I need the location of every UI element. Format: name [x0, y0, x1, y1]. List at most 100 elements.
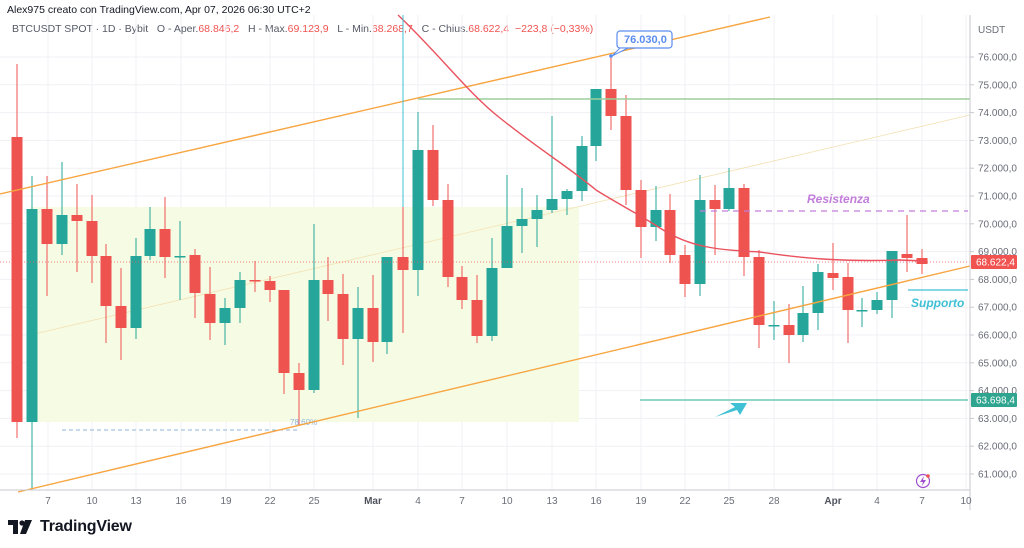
candle — [620, 95, 632, 205]
time-axis[interactable]: 7 10 13 16 19 22 25 Mar 4 7 10 13 16 19 22 25 28 Apr 4 7 10 — [45, 496, 972, 507]
candle — [456, 266, 468, 309]
candle — [427, 125, 439, 206]
time-tick-label: 16 — [175, 496, 187, 507]
price-tick-label: 65.000,0 — [978, 358, 1017, 369]
peak-label: 76.030,0 — [624, 34, 667, 46]
candle — [723, 168, 735, 211]
candle — [531, 195, 543, 247]
time-tick-label: 10 — [960, 496, 972, 507]
change-value: −223,8 (−0,33%) — [514, 23, 594, 35]
candle — [561, 189, 573, 215]
symbol-info[interactable]: BTCUSDT SPOT · 1D · Bybit — [12, 23, 149, 35]
candle — [234, 272, 246, 323]
candle — [144, 207, 156, 260]
price-tick-label: 61.000,0 — [978, 470, 1017, 481]
candle — [546, 116, 558, 213]
candle — [71, 184, 83, 272]
candle — [516, 188, 528, 253]
time-tick-label: 7 — [919, 496, 925, 507]
candle — [264, 276, 276, 302]
candle — [783, 304, 795, 363]
time-tick-label: 25 — [723, 496, 735, 507]
candle — [56, 162, 68, 255]
candle — [381, 257, 393, 354]
time-tick-label: Apr — [824, 496, 841, 507]
candle — [86, 195, 98, 283]
price-tick-label: 75.000,0 — [978, 80, 1017, 91]
price-tick-label: 68.000,0 — [978, 275, 1017, 286]
candle — [115, 268, 127, 360]
tradingview-logo-text: TradingView — [40, 518, 132, 535]
low-label: L - Min. — [337, 23, 372, 35]
time-tick-label: 4 — [415, 496, 421, 507]
time-tick-label: 19 — [220, 496, 232, 507]
time-tick-label: 10 — [501, 496, 513, 507]
time-tick-label: 16 — [590, 496, 602, 507]
price-tick-label: 63.000,0 — [978, 414, 1017, 425]
currency-label: USDT — [978, 25, 1005, 36]
open-label: O - Aper. — [156, 23, 199, 35]
fib-label: 78.60% — [290, 418, 317, 427]
resistance-label: Resistenza — [807, 192, 870, 206]
candle — [797, 286, 809, 342]
price-tick-label: 73.000,0 — [978, 136, 1017, 147]
candle — [26, 176, 38, 490]
level-price-badge: 63.698,4 — [971, 393, 1017, 407]
price-tick-label: 69.000,0 — [978, 247, 1017, 258]
candle — [856, 298, 868, 327]
candle — [352, 287, 364, 418]
candle — [412, 112, 424, 296]
candle — [768, 301, 780, 340]
price-tick-label: 70.000,0 — [978, 219, 1017, 230]
price-tick-label: 66.000,0 — [978, 331, 1017, 342]
time-tick-label: 10 — [86, 496, 98, 507]
tradingview-logo[interactable]: TradingView — [8, 518, 132, 536]
candle — [486, 238, 498, 341]
price-tick-label: 67.000,0 — [978, 303, 1017, 314]
candle — [189, 249, 201, 318]
svg-text:63.698,4: 63.698,4 — [976, 396, 1015, 407]
close-value: 68.622,4 — [468, 23, 510, 35]
moving-average-line — [397, 14, 926, 262]
support-label: Supporto — [911, 296, 964, 310]
arrow-icon — [715, 403, 747, 417]
candle — [827, 243, 839, 290]
time-tick-label: 22 — [679, 496, 691, 507]
candle — [204, 267, 216, 340]
candle — [650, 186, 662, 241]
candle — [842, 263, 854, 343]
candle — [590, 89, 602, 161]
candle — [337, 274, 349, 365]
time-tick-label: Mar — [364, 496, 382, 507]
tradingview-logo-icon — [8, 520, 32, 534]
close-label: C - Chius. — [421, 23, 469, 35]
flash-alert-icon[interactable] — [915, 473, 931, 489]
channel-lower-line — [17, 265, 971, 493]
candle — [293, 363, 305, 425]
candle — [11, 130, 23, 438]
candle — [576, 136, 588, 201]
candle — [471, 275, 483, 343]
candle — [753, 250, 765, 348]
peak-callout: 76.030,0 — [609, 30, 673, 58]
candle — [901, 215, 913, 272]
time-tick-label: 25 — [308, 496, 320, 507]
candle — [249, 261, 261, 292]
candle — [159, 197, 171, 278]
candle — [41, 176, 53, 296]
candle — [605, 56, 617, 130]
svg-text:68.622,4: 68.622,4 — [976, 258, 1015, 269]
candle — [174, 221, 186, 300]
last-price-badge: 68.622,4 — [971, 255, 1017, 269]
candle — [219, 298, 231, 345]
faint-channel-mid — [29, 114, 971, 336]
candle — [871, 292, 883, 314]
price-axis[interactable]: 76.000,0 75.000,0 74.000,0 73.000,0 72.000,0… — [970, 53, 1017, 481]
open-value: 68.846,2 — [198, 23, 240, 35]
price-tick-label: 62.000,0 — [978, 442, 1017, 453]
candle — [738, 184, 750, 276]
price-tick-label: 64.000,0 — [978, 386, 1017, 397]
candle — [635, 180, 647, 258]
time-tick-label: 22 — [264, 496, 276, 507]
